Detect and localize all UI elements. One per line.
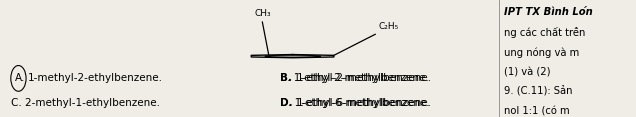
Text: nol 1:1 (có m: nol 1:1 (có m	[504, 106, 569, 116]
Text: 1-ethyl-6-methylbenzene.: 1-ethyl-6-methylbenzene.	[296, 98, 431, 108]
Text: 1-ethyl-2-methylbenzene.: 1-ethyl-2-methylbenzene.	[296, 73, 431, 83]
Text: ung nóng và m: ung nóng và m	[504, 47, 579, 58]
Text: 9. (C.11): Sản: 9. (C.11): Sản	[504, 86, 572, 96]
Text: C₂H₅: C₂H₅	[378, 22, 399, 31]
Text: ng các chất trê̂n: ng các chất trê̂n	[504, 27, 585, 38]
Text: (1) và (2): (1) và (2)	[504, 68, 550, 78]
Text: A.: A.	[15, 73, 25, 83]
Text: B.: B.	[280, 73, 292, 83]
Text: B. 1-ethyl-2-methylbenzene.: B. 1-ethyl-2-methylbenzene.	[280, 73, 429, 83]
Text: D. 1-ethyl-6-methylbenzene.: D. 1-ethyl-6-methylbenzene.	[280, 98, 429, 108]
Text: 1-methyl-2-ethylbenzene.: 1-methyl-2-ethylbenzene.	[28, 73, 163, 83]
Text: D.: D.	[280, 98, 293, 108]
Text: IPT TX Bình Lón: IPT TX Bình Lón	[504, 7, 593, 17]
Text: CH₃: CH₃	[254, 9, 271, 18]
Text: C. 2-methyl-1-ethylbenzene.: C. 2-methyl-1-ethylbenzene.	[11, 98, 160, 108]
